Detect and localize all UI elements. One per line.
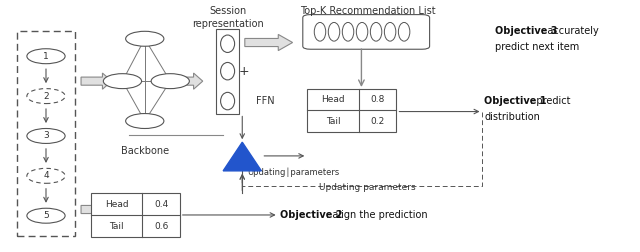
Text: Updating│parameters: Updating│parameters	[247, 167, 340, 177]
Text: Top-K Recommendation List: Top-K Recommendation List	[300, 6, 436, 16]
FancyBboxPatch shape	[307, 89, 396, 132]
Text: 0.6: 0.6	[154, 222, 168, 231]
Text: 0.8: 0.8	[371, 95, 385, 104]
Text: Objective 2: Objective 2	[280, 210, 343, 220]
Polygon shape	[81, 201, 111, 217]
Text: 5: 5	[43, 211, 49, 220]
Polygon shape	[172, 73, 203, 89]
Text: distribution: distribution	[484, 112, 540, 122]
FancyBboxPatch shape	[91, 193, 180, 237]
Circle shape	[27, 208, 65, 223]
Ellipse shape	[371, 22, 382, 41]
Text: 4: 4	[43, 171, 49, 180]
FancyBboxPatch shape	[303, 15, 429, 49]
Text: predict next item: predict next item	[495, 43, 579, 52]
Circle shape	[27, 49, 65, 64]
Polygon shape	[223, 142, 261, 171]
Text: Objective 3: Objective 3	[495, 26, 557, 36]
Ellipse shape	[328, 22, 340, 41]
Circle shape	[27, 89, 65, 104]
Circle shape	[151, 74, 189, 89]
Text: representation: representation	[192, 19, 264, 29]
Circle shape	[27, 129, 65, 143]
Text: Session: Session	[209, 6, 246, 16]
Text: Tail: Tail	[326, 117, 340, 126]
Text: Head: Head	[321, 95, 345, 104]
Text: 0.4: 0.4	[154, 200, 168, 209]
Text: Updating parameters: Updating parameters	[319, 182, 416, 192]
Text: Head: Head	[105, 200, 128, 209]
Ellipse shape	[356, 22, 368, 41]
Text: 3: 3	[43, 132, 49, 140]
Ellipse shape	[221, 35, 235, 52]
Circle shape	[27, 168, 65, 183]
Text: : predict: : predict	[531, 96, 571, 106]
Text: Tail: Tail	[109, 222, 124, 231]
Ellipse shape	[221, 62, 235, 80]
Ellipse shape	[342, 22, 354, 41]
Ellipse shape	[398, 22, 410, 41]
Text: 1: 1	[43, 52, 49, 61]
Circle shape	[103, 74, 141, 89]
Text: Objective 1: Objective 1	[484, 96, 547, 106]
Circle shape	[125, 114, 164, 129]
Polygon shape	[81, 73, 111, 89]
Ellipse shape	[314, 22, 326, 41]
Circle shape	[125, 31, 164, 46]
Text: +: +	[238, 65, 249, 78]
Polygon shape	[245, 35, 292, 51]
Text: Backbone: Backbone	[121, 146, 169, 156]
Text: : accurately: : accurately	[541, 26, 599, 36]
Ellipse shape	[385, 22, 396, 41]
Ellipse shape	[221, 92, 235, 110]
Text: 2: 2	[43, 91, 49, 101]
Text: 0.2: 0.2	[371, 117, 385, 126]
Text: FFN: FFN	[256, 96, 275, 106]
Text: : align the prediction: : align the prediction	[326, 210, 428, 220]
